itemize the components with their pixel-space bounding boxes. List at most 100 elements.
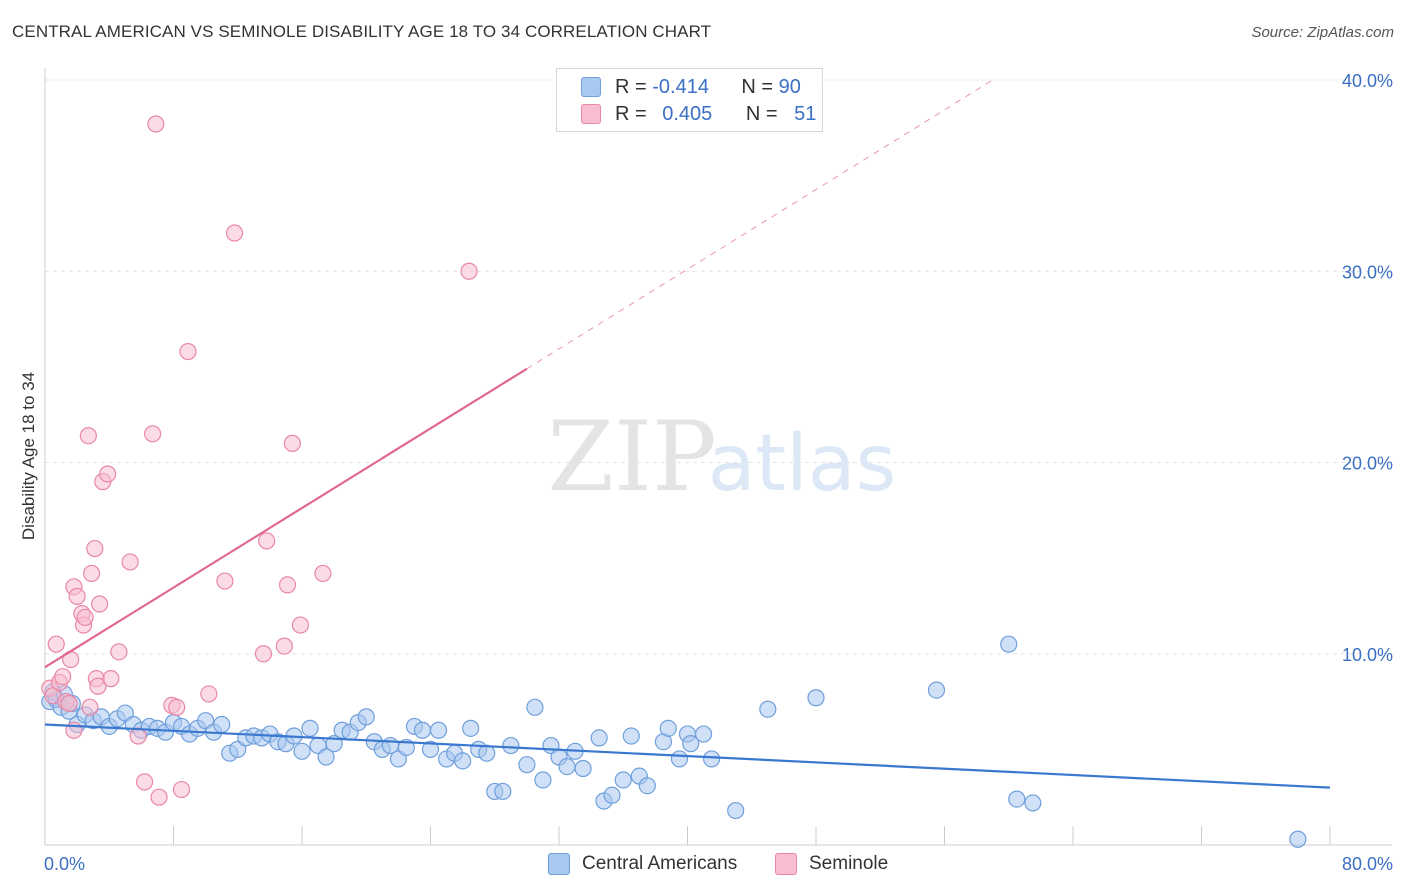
legend-swatch-pink (581, 104, 601, 124)
point-seminole (68, 587, 86, 605)
point-seminole (179, 342, 197, 361)
point-central-americans (526, 698, 544, 716)
point-central-americans (694, 725, 713, 743)
point-seminole (79, 427, 97, 445)
legend-r-label: R = (615, 75, 647, 98)
point-central-americans (659, 719, 677, 737)
legend-n-label: N = (741, 75, 774, 98)
point-seminole (168, 698, 186, 716)
point-seminole (144, 425, 162, 443)
legend-row-seminole: R = 0.405 N = 51 (581, 102, 816, 126)
point-central-americans (558, 757, 576, 776)
point-seminole (76, 608, 94, 627)
series-seminole (41, 115, 478, 806)
point-seminole (147, 115, 165, 133)
bottom-legend-label: Seminole (809, 853, 889, 874)
point-seminole (225, 224, 244, 242)
point-seminole (216, 572, 234, 590)
point-seminole (314, 564, 332, 583)
point-central-americans (927, 681, 946, 699)
point-central-americans (317, 748, 335, 766)
trend-central-americans (44, 723, 1331, 789)
bottom-legend-swatch-blue (548, 853, 570, 875)
bottom-legend-seminole: Seminole (775, 852, 888, 876)
bottom-legend-swatch-pink (775, 853, 797, 875)
legend-n-label: N = (745, 102, 778, 125)
point-seminole (102, 670, 120, 688)
legend-r-value: 0.405 (662, 102, 713, 125)
trend-seminole-extension (526, 79, 993, 370)
legend-swatch-blue (581, 77, 601, 97)
point-central-americans (1000, 635, 1018, 653)
y-tick-label: 20.0% (1342, 454, 1393, 474)
point-seminole (275, 637, 293, 655)
point-seminole (82, 564, 101, 583)
point-central-americans (1024, 794, 1042, 812)
point-central-americans (421, 740, 440, 758)
point-central-americans (614, 771, 632, 789)
point-seminole (460, 262, 478, 280)
y-tick-label: 10.0% (1342, 645, 1393, 665)
point-central-americans (759, 700, 777, 718)
point-central-americans (429, 721, 448, 739)
y-tick-label: 40.0% (1342, 71, 1393, 91)
series-central-americans (41, 635, 1307, 848)
trend-lines (44, 79, 1331, 789)
trend-seminole (44, 367, 528, 669)
point-central-americans (301, 719, 319, 737)
point-seminole (200, 685, 218, 703)
source-label: Source: ZipAtlas.com (1251, 24, 1394, 41)
point-central-americans (638, 777, 656, 795)
legend-r-value: -0.414 (652, 75, 709, 98)
axes (44, 68, 1392, 846)
point-central-americans (574, 759, 592, 778)
point-seminole (258, 532, 276, 550)
point-seminole (150, 788, 168, 806)
legend-n-value: 51 (794, 102, 817, 125)
point-central-americans (534, 771, 552, 789)
point-seminole (54, 668, 72, 686)
point-seminole (99, 465, 117, 483)
point-seminole (60, 694, 78, 713)
point-central-americans (293, 742, 311, 760)
legend-row-central-americans: R = -0.414 N = 90 (581, 75, 801, 99)
point-central-americans (413, 721, 432, 739)
point-central-americans (478, 744, 496, 762)
watermark-atlas: atlas (708, 419, 897, 509)
point-central-americans (590, 729, 608, 747)
point-central-americans (682, 735, 700, 753)
point-seminole (283, 434, 301, 452)
point-central-americans (1289, 830, 1307, 848)
point-central-americans (502, 736, 520, 755)
point-seminole (89, 677, 107, 695)
legend-r-label: R = (615, 102, 647, 125)
bottom-legend-label: Central Americans (582, 853, 738, 874)
point-central-americans (494, 782, 512, 801)
tick-labels: 10.0% 20.0% 30.0% 40.0% 0.0% 80.0% (44, 71, 1393, 874)
chart-title: CENTRAL AMERICAN VS SEMINOLE DISABILITY … (12, 22, 712, 41)
point-central-americans (357, 708, 375, 726)
point-seminole (135, 773, 154, 791)
point-central-americans (454, 752, 472, 770)
watermark: ZIP atlas (547, 401, 896, 513)
y-tick-label: 30.0% (1342, 262, 1393, 282)
point-central-americans (670, 750, 689, 768)
point-seminole (110, 643, 128, 661)
point-seminole (254, 645, 273, 663)
point-seminole (81, 698, 99, 716)
point-central-americans (462, 719, 480, 737)
point-central-americans (518, 756, 536, 774)
point-central-americans (727, 801, 745, 820)
point-seminole (291, 616, 309, 634)
point-seminole (172, 780, 191, 799)
x-tick-label: 0.0% (44, 854, 85, 874)
point-seminole (121, 553, 139, 571)
grid-lines (45, 79, 1392, 655)
watermark-zip: ZIP (547, 401, 716, 513)
y-axis-label: Disability Age 18 to 34 (19, 372, 38, 540)
point-seminole (91, 595, 109, 613)
bottom-legend-central-americans: Central Americans (548, 852, 737, 876)
point-central-americans (603, 786, 621, 804)
point-central-americans (1008, 790, 1026, 808)
